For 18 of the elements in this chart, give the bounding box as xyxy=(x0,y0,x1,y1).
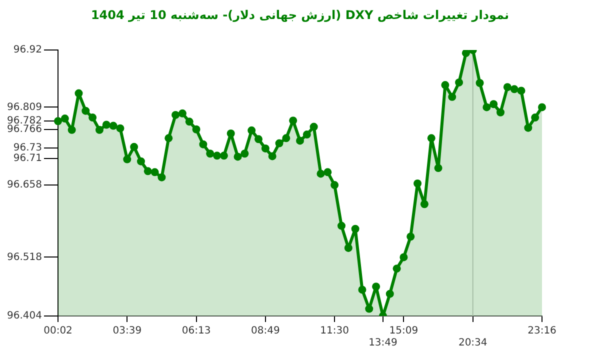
x-tick-label: 23:16 xyxy=(528,326,556,337)
y-tick-label: 96.518 xyxy=(7,252,42,263)
y-tick-label: 96.73 xyxy=(13,142,42,154)
x-tick-label: 13:49 xyxy=(368,338,398,349)
x-tick-label: 03:39 xyxy=(112,326,142,337)
x-tick-label: 11:30 xyxy=(320,326,349,337)
x-tick-label: 00:02 xyxy=(44,326,72,337)
chart-title: نمودار تغییرات شاخص DXY (ارزش جهانی دلار)- سه‌شنبه 10 تیر 1404 xyxy=(90,7,510,24)
x-tick-label: 08:49 xyxy=(251,326,280,337)
y-tick-label: 96.404 xyxy=(7,310,42,322)
x-tick-label: 06:13 xyxy=(182,326,211,337)
y-tick-label: 96.809 xyxy=(7,102,42,113)
y-tick-label: 96.766 xyxy=(7,124,42,135)
x-tick-label: 15:09 xyxy=(389,326,418,337)
y-tick-label: 96.71 xyxy=(13,152,42,164)
x-tick-label: 20:34 xyxy=(458,338,488,349)
y-tick-label: 96.658 xyxy=(7,180,42,191)
y-tick-label: 96.92 xyxy=(13,44,42,56)
